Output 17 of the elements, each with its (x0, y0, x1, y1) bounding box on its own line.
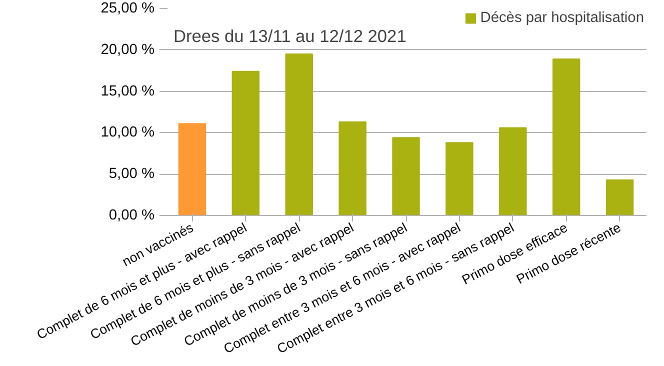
bar (392, 137, 420, 216)
bar (232, 70, 260, 216)
y-tick-label: 20,00 % (100, 42, 154, 58)
bar (285, 54, 313, 216)
bar (178, 123, 206, 216)
bar (552, 58, 580, 216)
y-tick-label: 10,00 % (100, 124, 154, 141)
y-tick-label: 25,00 % (100, 0, 154, 16)
text: Drees du 13/11 au 12/12 2021 (174, 26, 406, 46)
bar (446, 142, 474, 216)
legend-label: Décès par hospitalisation (480, 10, 644, 26)
y-tick-label: 0,00 % (108, 208, 155, 224)
y-tick-label: 5,00 % (108, 166, 155, 182)
bar (499, 127, 527, 216)
bar (338, 121, 366, 216)
bar (606, 179, 634, 216)
y-tick-label: 15,00 % (100, 83, 154, 100)
